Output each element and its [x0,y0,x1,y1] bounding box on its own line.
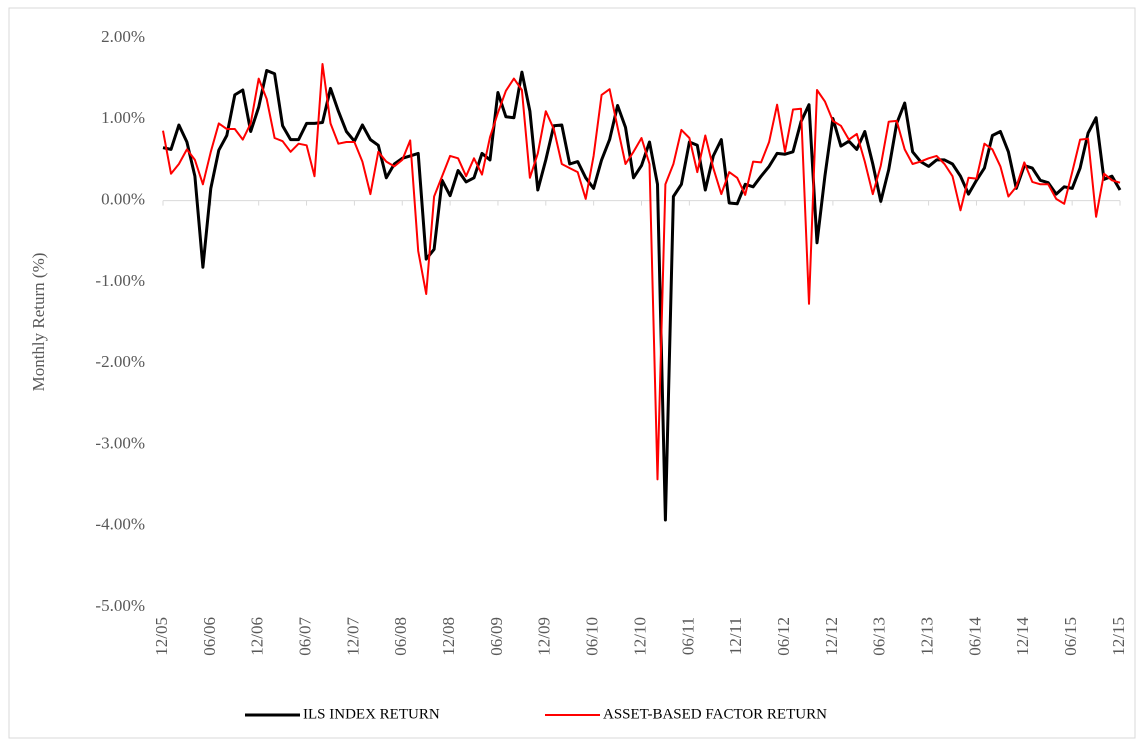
x-tick-label: 06/15 [1061,617,1080,656]
y-tick-label: 0.00% [101,189,145,208]
x-tick-label: 12/11 [726,617,745,655]
y-tick-label: -4.00% [95,515,145,534]
y-axis-label: Monthly Return (%) [29,253,48,392]
y-tick-label: 2.00% [101,27,145,46]
x-tick-label: 06/07 [295,617,314,656]
x-tick-label: 12/07 [343,617,362,656]
x-tick-label: 12/12 [822,617,841,656]
x-tick-label: 12/10 [630,617,649,656]
x-tick-label: 12/08 [439,617,458,656]
x-tick-label: 06/11 [678,617,697,655]
legend-text: ASSET-BASED FACTOR RETURN [603,706,827,722]
x-tick-label: 12/13 [918,617,937,656]
y-tick-label: -1.00% [95,271,145,290]
x-tick-label: 12/06 [248,617,267,656]
legend-text: ILS INDEX RETURN [303,706,440,722]
x-tick-label: 06/10 [583,617,602,656]
chart-frame [8,7,1136,739]
x-tick-label: 06/12 [774,617,793,656]
y-tick-label: -2.00% [95,352,145,371]
x-tick-label: 12/15 [1109,617,1128,656]
x-tick-label: 06/06 [200,617,219,656]
y-tick-label: -3.00% [95,433,145,452]
x-tick-label: 12/14 [1013,617,1032,656]
y-tick-label: 1.00% [101,108,145,127]
x-tick-label: 06/13 [870,617,889,656]
series-line [162,63,1121,481]
x-tick-label: 12/09 [535,617,554,656]
series-line [162,69,1122,522]
x-tick-label: 12/05 [152,617,171,656]
x-tick-label: 06/14 [965,617,984,656]
x-tick-label: 06/09 [487,617,506,656]
x-tick-label: 06/08 [391,617,410,656]
y-tick-label: -5.00% [95,596,145,615]
